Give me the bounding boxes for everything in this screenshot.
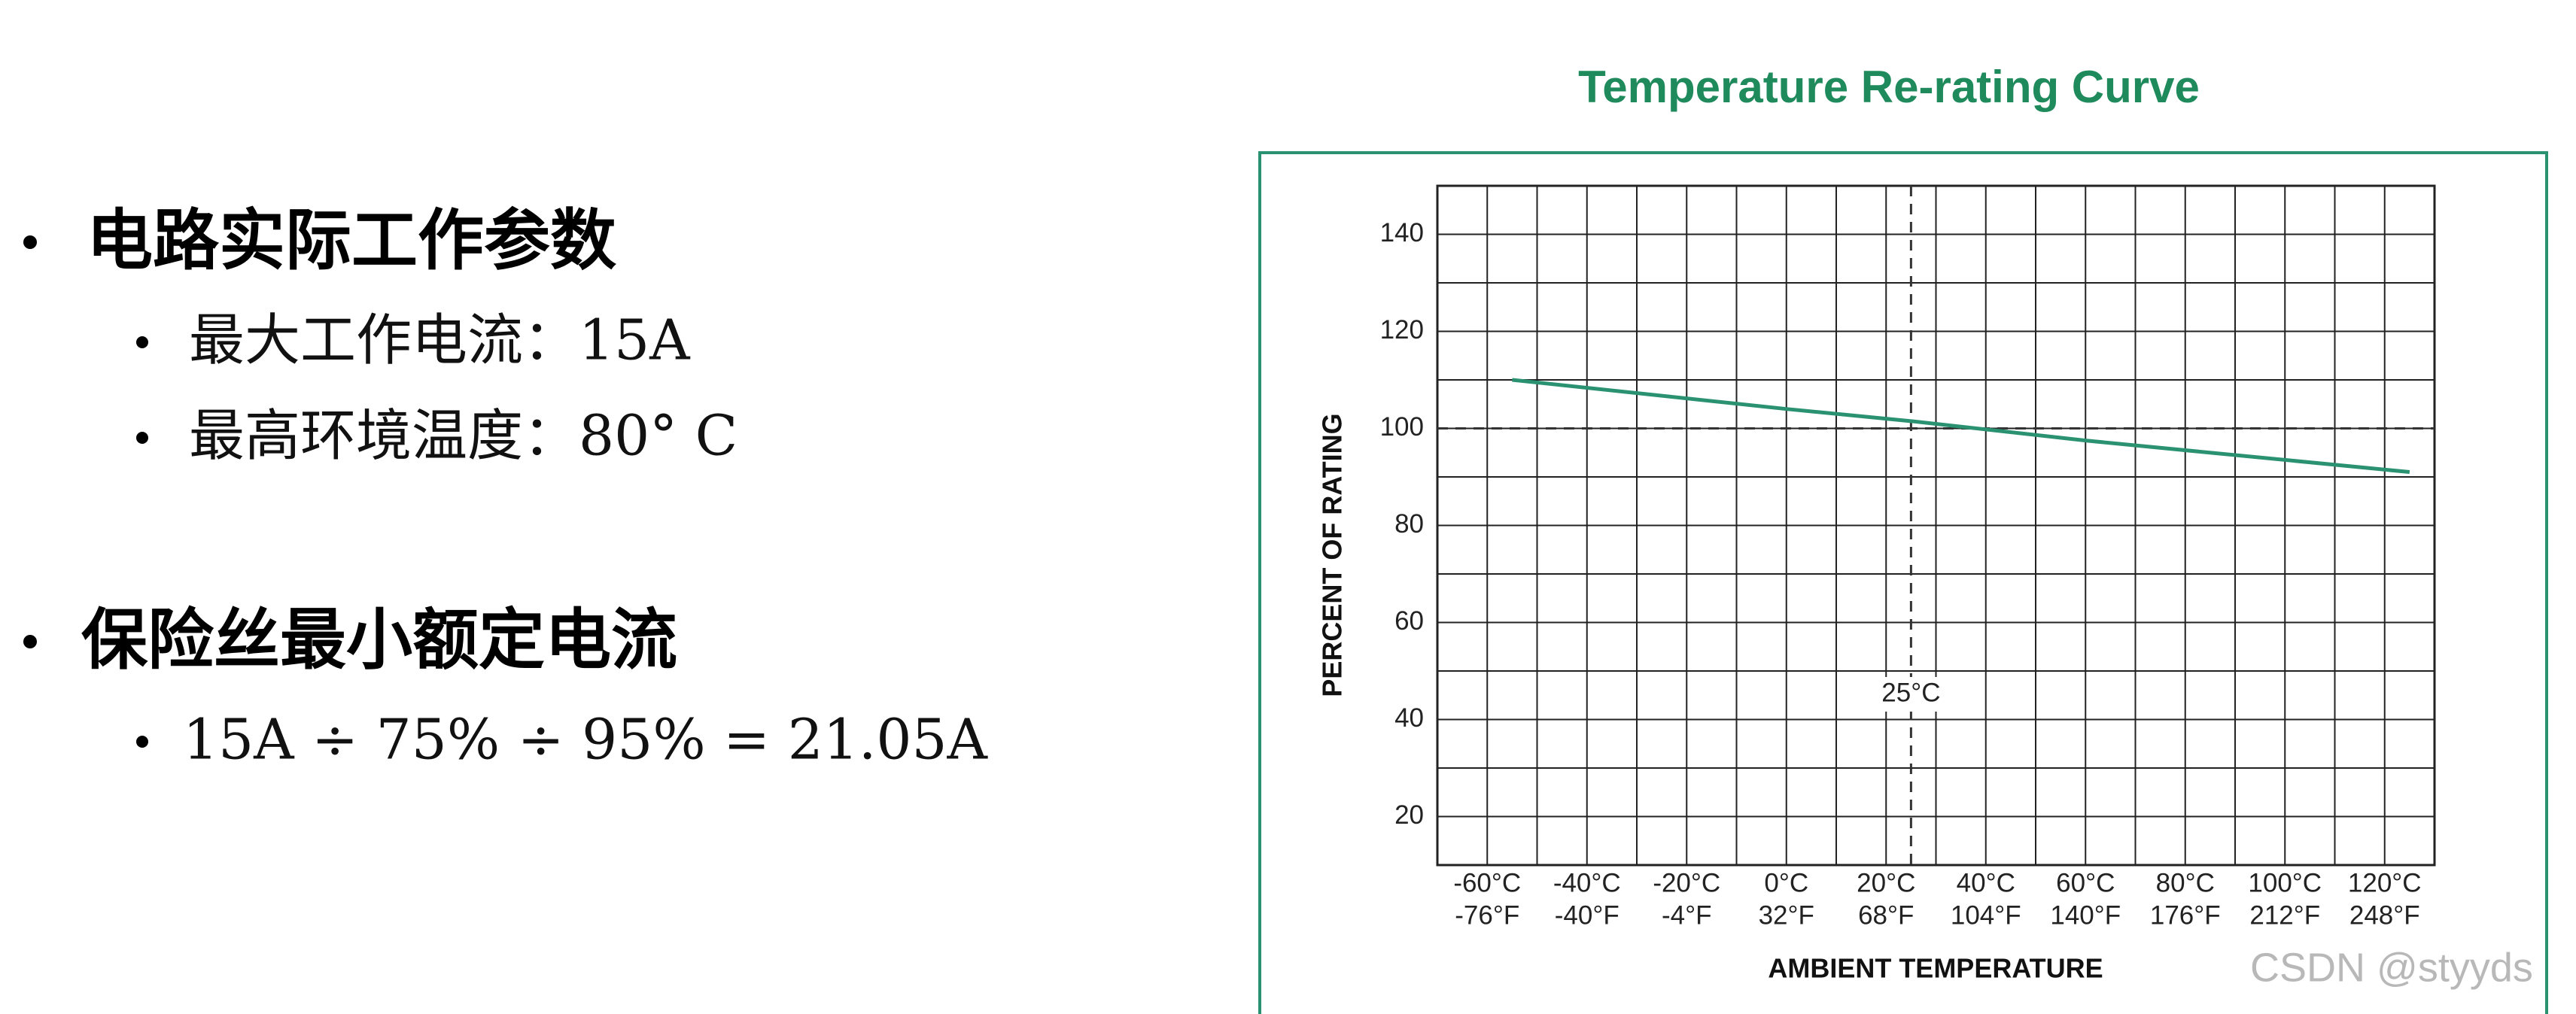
watermark: CSDN @styyds xyxy=(2250,945,2533,990)
bullet xyxy=(23,235,37,249)
y-tick-label: 20 xyxy=(1394,800,1424,830)
y-tick-label: 40 xyxy=(1394,703,1424,733)
x-axis-label: AMBIENT TEMPERATURE xyxy=(1768,953,2103,984)
reference-label: 25°C xyxy=(1881,678,1940,707)
y-tick-label: 140 xyxy=(1380,218,1424,247)
x-tick-sublabel: 68°F xyxy=(1858,900,1914,930)
y-tick-label: 60 xyxy=(1394,606,1424,636)
x-tick-sublabel: 248°F xyxy=(2349,900,2420,930)
bullet xyxy=(23,635,37,648)
x-tick-sublabel: -40°F xyxy=(1555,900,1620,930)
x-tick-sublabel: 104°F xyxy=(1951,900,2021,930)
y-axis-label: PERCENT OF RATING xyxy=(1317,413,1348,697)
y-tick-label: 120 xyxy=(1380,315,1424,345)
x-tick-label: -40°C xyxy=(1553,868,1621,897)
x-tick-label: -20°C xyxy=(1653,868,1720,897)
x-tick-label: 120°C xyxy=(2348,868,2422,897)
plot: 20 40 60 80 100 120 140 -60°C -76°F -40°C -40°F -20… xyxy=(1380,184,2436,930)
x-tick-sublabel: 32°F xyxy=(1759,900,1814,930)
heading: 保险丝最小额定电流 xyxy=(81,600,677,679)
x-tick-label: 20°C xyxy=(1857,868,1915,897)
reference-label-bg xyxy=(1877,677,1945,712)
plot-frame xyxy=(1436,184,2436,867)
x-tick-sublabel: 176°F xyxy=(2150,900,2221,930)
bullet xyxy=(136,336,148,348)
x-tick-label: -60°C xyxy=(1453,868,1521,897)
x-tick-label: 60°C xyxy=(2056,868,2115,897)
x-tick-sublabel: 140°F xyxy=(2050,900,2121,930)
bullet xyxy=(136,736,148,748)
bullet xyxy=(136,432,148,444)
chart-frame xyxy=(1258,151,2548,1014)
item: 15A ÷ 75% ÷ 95% = 21.05A xyxy=(183,707,989,772)
y-tick-label: 100 xyxy=(1380,412,1424,442)
x-tick-label: 0°C xyxy=(1764,868,1808,897)
x-tick-sublabel: 212°F xyxy=(2249,900,2320,930)
x-tick-label: 40°C xyxy=(1957,868,2015,897)
y-tick-label: 80 xyxy=(1394,509,1424,539)
x-tick-sublabel: -76°F xyxy=(1455,900,1519,930)
line-series xyxy=(1512,378,2410,475)
x-tick-label: 80°C xyxy=(2156,868,2215,897)
chart-title: Temperature Re-rating Curve xyxy=(1578,62,2200,112)
x-tick-sublabel: -4°F xyxy=(1662,900,1712,930)
heading: 电路实际工作参数 xyxy=(87,201,616,279)
x-tick-label: 100°C xyxy=(2248,868,2322,897)
item: 最高环境温度：80° C xyxy=(189,403,738,468)
item: 最大工作电流：15A xyxy=(189,308,691,372)
